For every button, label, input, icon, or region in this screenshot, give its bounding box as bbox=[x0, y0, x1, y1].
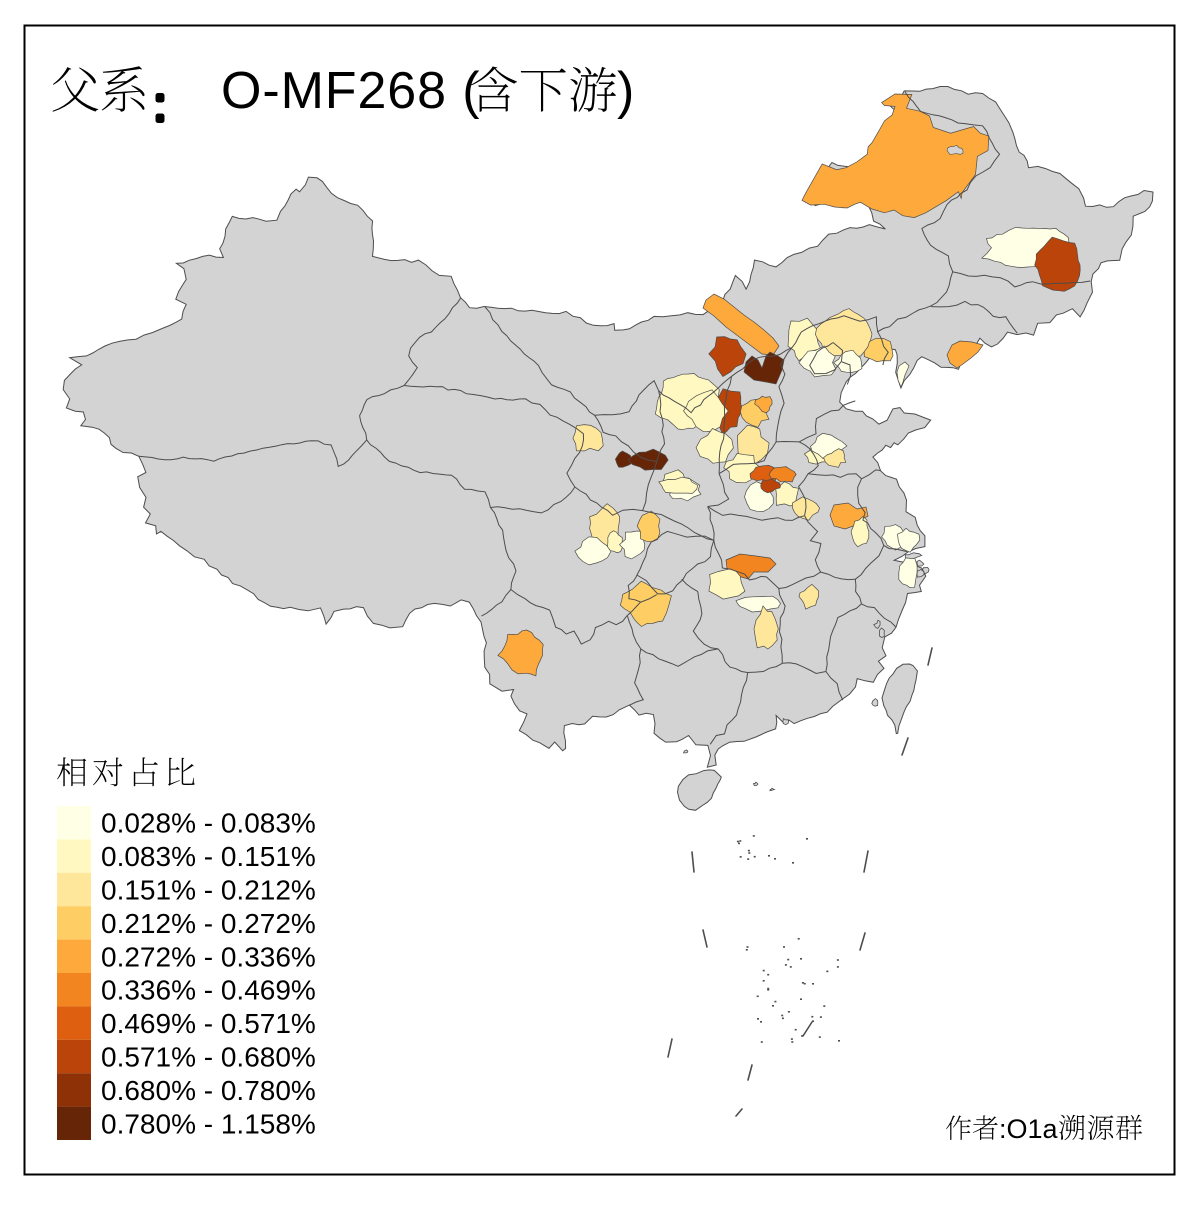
svg-text:0.469% - 0.571%: 0.469% - 0.571% bbox=[101, 1008, 316, 1039]
svg-text:0.083% - 0.151%: 0.083% - 0.151% bbox=[101, 841, 316, 872]
svg-text:0.780% - 1.158%: 0.780% - 1.158% bbox=[101, 1108, 316, 1139]
svg-text:): ) bbox=[617, 62, 634, 120]
svg-text:O-MF268 (: O-MF268 ( bbox=[221, 62, 480, 120]
svg-text:0.272% - 0.336%: 0.272% - 0.336% bbox=[101, 941, 316, 972]
svg-text:0.028% - 0.083%: 0.028% - 0.083% bbox=[101, 808, 316, 839]
svg-text:0.336% - 0.469%: 0.336% - 0.469% bbox=[101, 975, 316, 1006]
svg-text:0.680% - 0.780%: 0.680% - 0.780% bbox=[101, 1075, 316, 1106]
svg-text::O1a: :O1a bbox=[999, 1114, 1059, 1144]
svg-text:0.151% - 0.212%: 0.151% - 0.212% bbox=[101, 875, 316, 906]
svg-text:0.571% - 0.680%: 0.571% - 0.680% bbox=[101, 1042, 316, 1073]
svg-text:0.212% - 0.272%: 0.212% - 0.272% bbox=[101, 908, 316, 939]
